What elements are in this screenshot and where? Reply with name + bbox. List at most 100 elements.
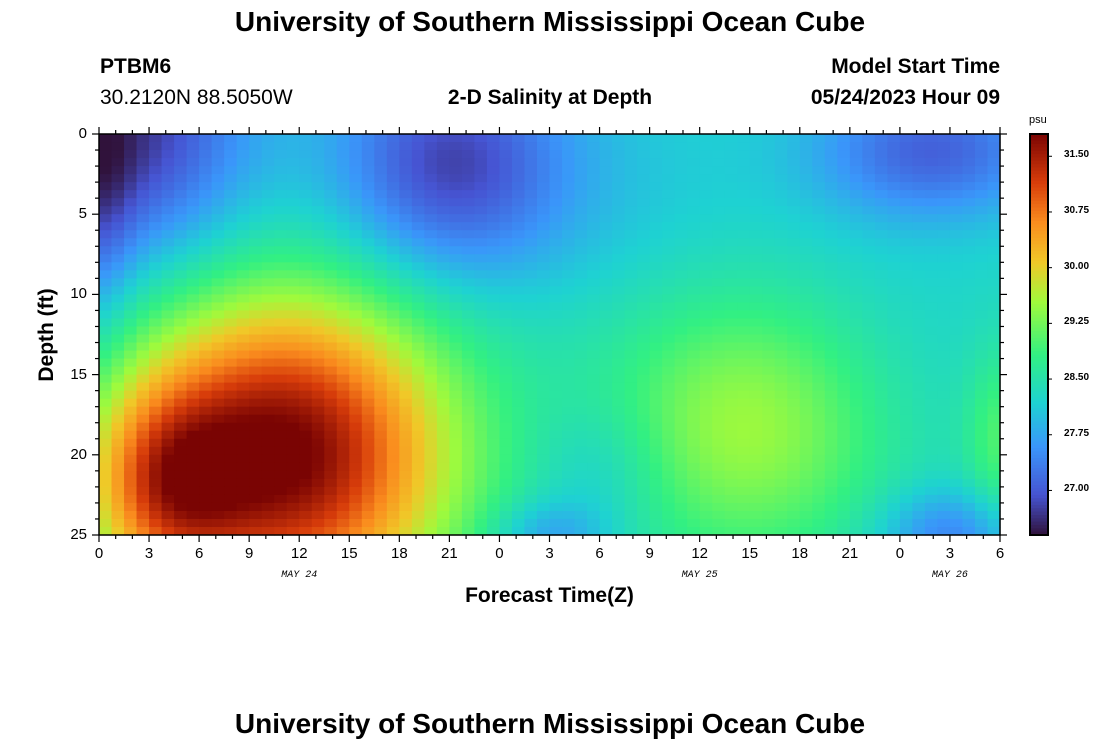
heatmap-cell [549, 422, 563, 432]
heatmap-cell [449, 510, 463, 520]
heatmap-cell [474, 142, 488, 151]
colorbar-segment [1030, 157, 1048, 162]
heatmap-cell [887, 326, 901, 336]
heatmap-cell [837, 342, 851, 352]
heatmap-cell [849, 334, 863, 344]
heatmap-cell [637, 278, 651, 287]
heatmap-cell [562, 374, 576, 384]
heatmap-cell [249, 230, 263, 239]
heatmap-cell [149, 198, 163, 207]
heatmap-cell [474, 390, 488, 400]
heatmap-cell [224, 198, 238, 207]
heatmap-cell [186, 302, 200, 312]
heatmap-cell [199, 246, 213, 255]
heatmap-cell [99, 390, 113, 400]
heatmap-cell [687, 230, 701, 239]
heatmap-cell [461, 366, 476, 376]
heatmap-cell [286, 390, 300, 400]
heatmap-cell [261, 334, 275, 344]
colorbar-segment [1030, 391, 1048, 396]
heatmap-cell [949, 326, 964, 336]
heatmap-cell [286, 446, 300, 456]
heatmap-cell [149, 254, 163, 263]
heatmap-cell [712, 206, 726, 215]
heatmap-cell [924, 206, 939, 215]
heatmap-cell [511, 174, 526, 183]
heatmap-cell [987, 494, 1001, 504]
heatmap-cell [361, 398, 375, 408]
heatmap-cell [712, 142, 726, 151]
heatmap-cell [424, 150, 438, 159]
heatmap-cell [549, 246, 563, 255]
colorbar-segment [1030, 174, 1048, 179]
heatmap-cell [311, 230, 325, 239]
heatmap-cell [812, 406, 826, 416]
heatmap-cell [899, 374, 913, 384]
heatmap-cell [862, 502, 876, 512]
heatmap-cell [461, 374, 476, 384]
heatmap-cell [812, 478, 826, 488]
heatmap-cell [687, 470, 701, 480]
heatmap-cell [887, 278, 901, 287]
heatmap-cell [824, 302, 838, 312]
heatmap-cell [637, 166, 651, 175]
heatmap-cell [261, 486, 275, 496]
heatmap-cell [186, 334, 200, 344]
heatmap-cell [399, 134, 413, 143]
heatmap-cell [749, 174, 763, 183]
heatmap-cell [349, 486, 363, 496]
heatmap-cell [336, 198, 350, 207]
heatmap-cell [724, 166, 738, 175]
heatmap-cell [174, 214, 188, 223]
heatmap-cell [424, 262, 438, 271]
heatmap-cell [361, 190, 375, 199]
heatmap-cell [411, 246, 425, 255]
heatmap-cell [599, 318, 613, 328]
heatmap-cell [524, 518, 538, 528]
heatmap-cell [887, 222, 901, 231]
heatmap-cell [236, 326, 250, 336]
heatmap-cell [962, 486, 976, 496]
heatmap-cell [549, 302, 563, 312]
heatmap-cell [499, 214, 513, 223]
heatmap-cell [849, 142, 863, 151]
heatmap-cell [974, 366, 989, 376]
heatmap-cell [974, 238, 989, 247]
heatmap-cell [274, 318, 288, 328]
heatmap-cell [436, 422, 450, 432]
heatmap-cell [774, 366, 788, 376]
heatmap-cell [812, 510, 826, 520]
heatmap-cell [962, 502, 976, 512]
heatmap-cell [687, 294, 701, 304]
heatmap-cell [111, 510, 125, 520]
heatmap-cell [224, 166, 238, 175]
heatmap-cell [849, 478, 863, 488]
heatmap-cell [824, 150, 838, 159]
heatmap-cell [899, 182, 913, 191]
heatmap-cell [211, 294, 225, 304]
heatmap-cell [136, 174, 150, 183]
heatmap-cell [149, 446, 163, 456]
heatmap-cell [549, 414, 563, 424]
heatmap-cell [812, 334, 826, 344]
heatmap-cell [449, 262, 463, 271]
heatmap-cell [511, 494, 526, 504]
heatmap-cell [424, 454, 438, 464]
heatmap-cell [574, 254, 588, 263]
heatmap-cell [899, 422, 913, 432]
heatmap-cell [562, 518, 576, 528]
heatmap-cell [374, 278, 388, 287]
footer-title: University of Southern Mississippi Ocean… [234, 708, 866, 739]
heatmap-cell [224, 134, 238, 143]
heatmap-cell [849, 246, 863, 255]
heatmap-cell [837, 334, 851, 344]
heatmap-cell [787, 526, 801, 536]
heatmap-cell [712, 446, 726, 456]
heatmap-cell [161, 430, 175, 440]
heatmap-cell [824, 286, 838, 295]
heatmap-cell [974, 174, 989, 183]
heatmap-cell [662, 206, 676, 215]
heatmap-cell [949, 502, 964, 512]
heatmap-cell [374, 502, 388, 512]
heatmap-cell [874, 350, 888, 360]
